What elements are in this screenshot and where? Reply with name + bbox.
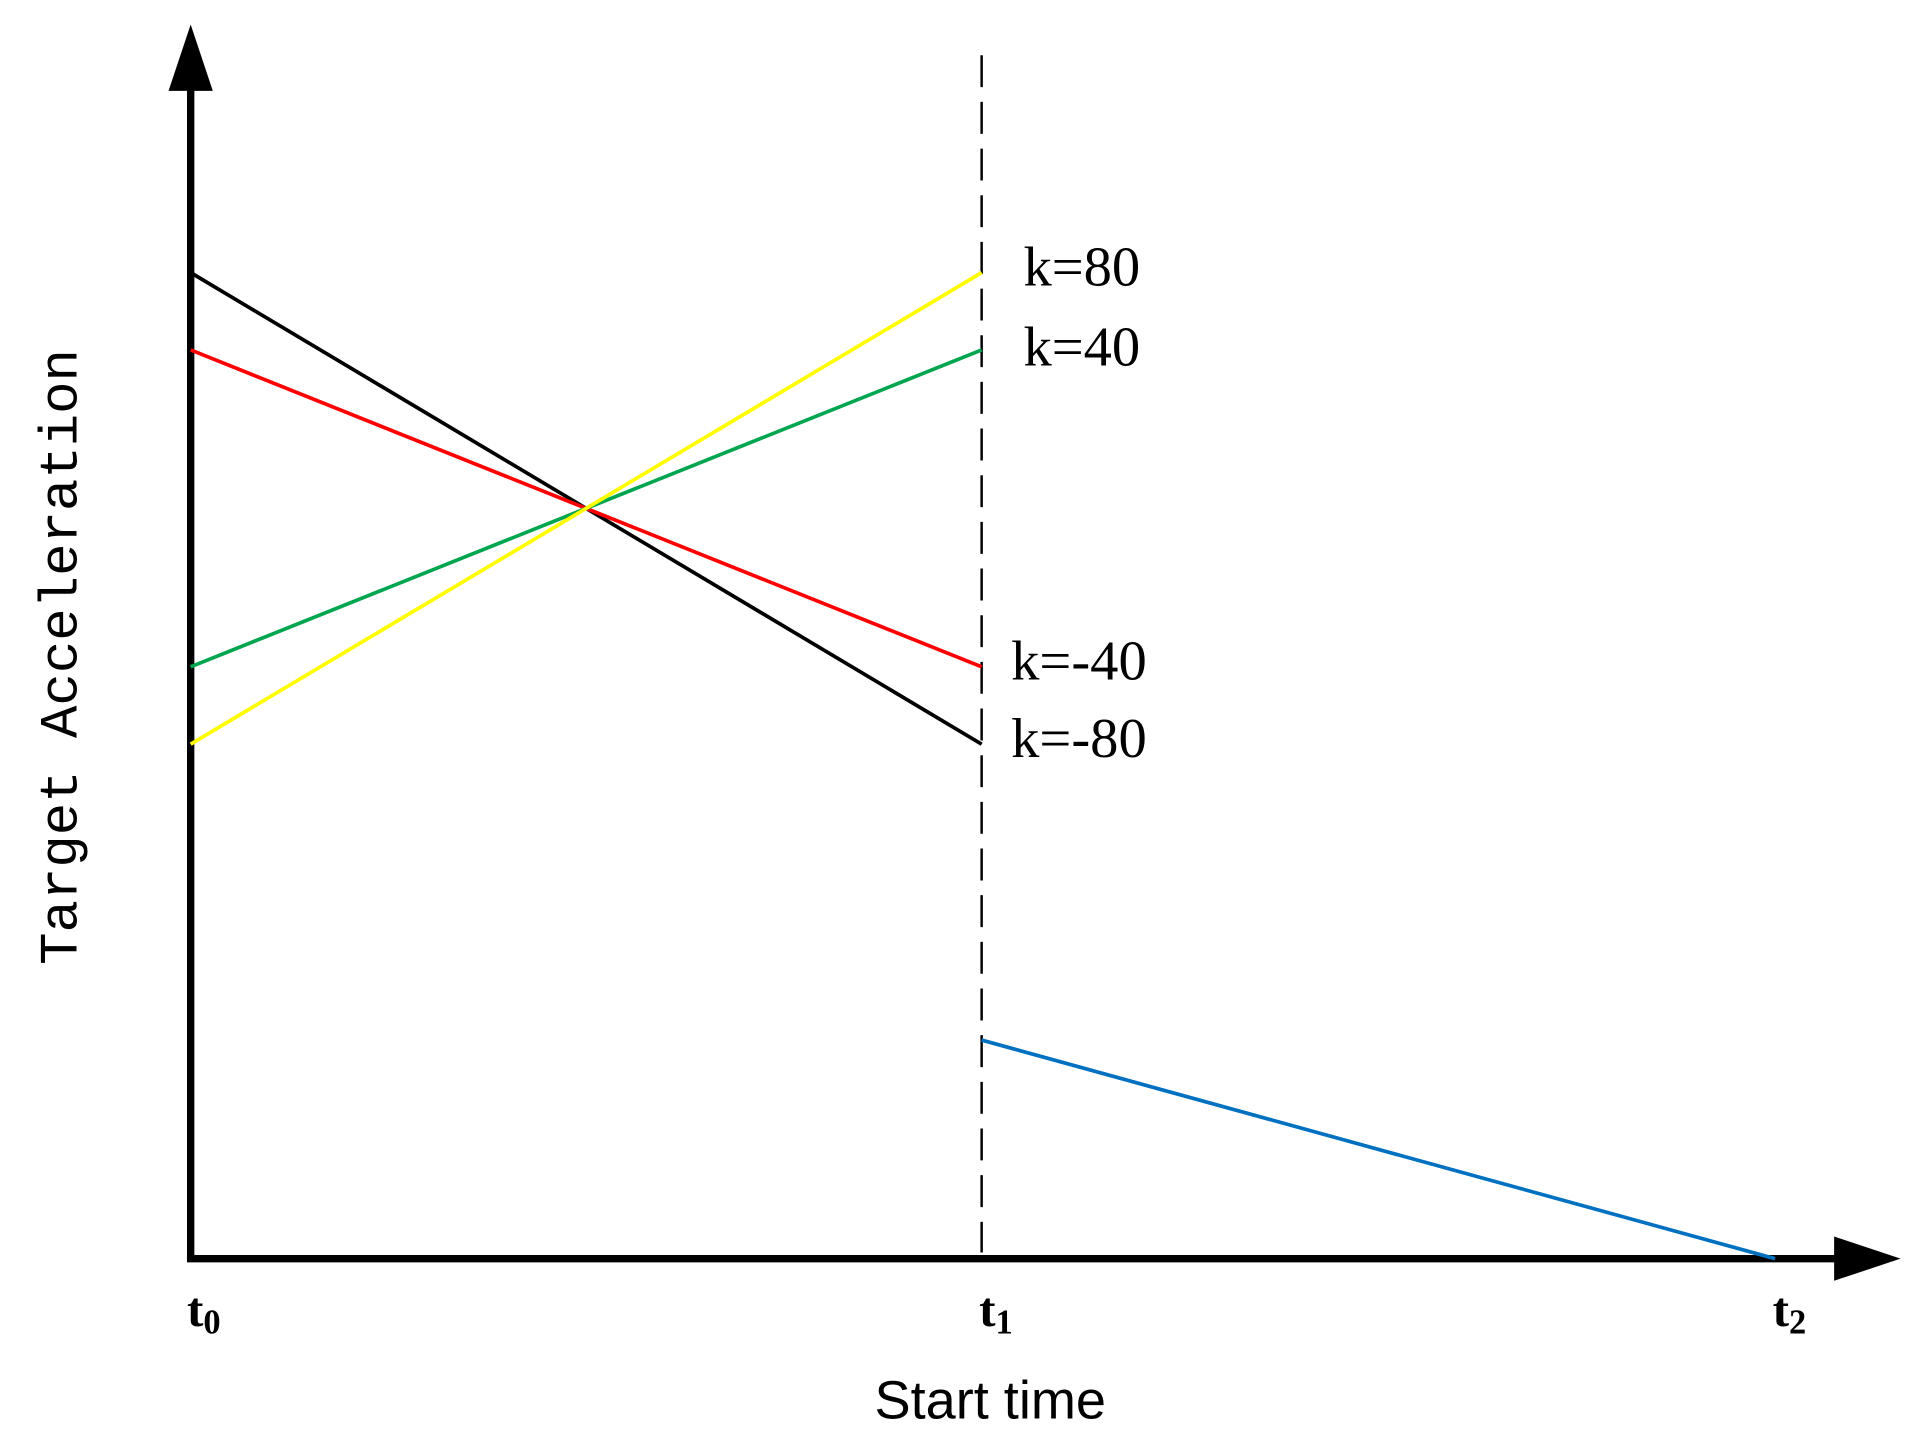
x-axis-title: Start time xyxy=(874,1370,1106,1430)
line-k-80 xyxy=(189,271,983,746)
line-label: k=80 xyxy=(1023,237,1140,299)
y-axis-arrow xyxy=(168,24,213,91)
tick-label: t0 xyxy=(187,1282,221,1341)
line-decay xyxy=(981,1038,1776,1261)
y-axis-title: Target Acceleration xyxy=(32,349,93,965)
line-label: k=40 xyxy=(1023,316,1140,378)
tick-subscript: 0 xyxy=(203,1304,220,1342)
line-label: k=-80 xyxy=(1011,708,1147,770)
tick-subscript: 2 xyxy=(1789,1304,1806,1342)
tick-label: t1 xyxy=(979,1282,1013,1341)
tick-letter: t xyxy=(1773,1282,1790,1337)
tick-letter: t xyxy=(187,1282,204,1337)
tick-letter: t xyxy=(979,1282,996,1337)
tick-subscript: 1 xyxy=(996,1304,1013,1342)
tick-label: t2 xyxy=(1773,1282,1807,1341)
line-label: k=-40 xyxy=(1011,631,1147,693)
x-axis-arrow xyxy=(1834,1236,1901,1281)
